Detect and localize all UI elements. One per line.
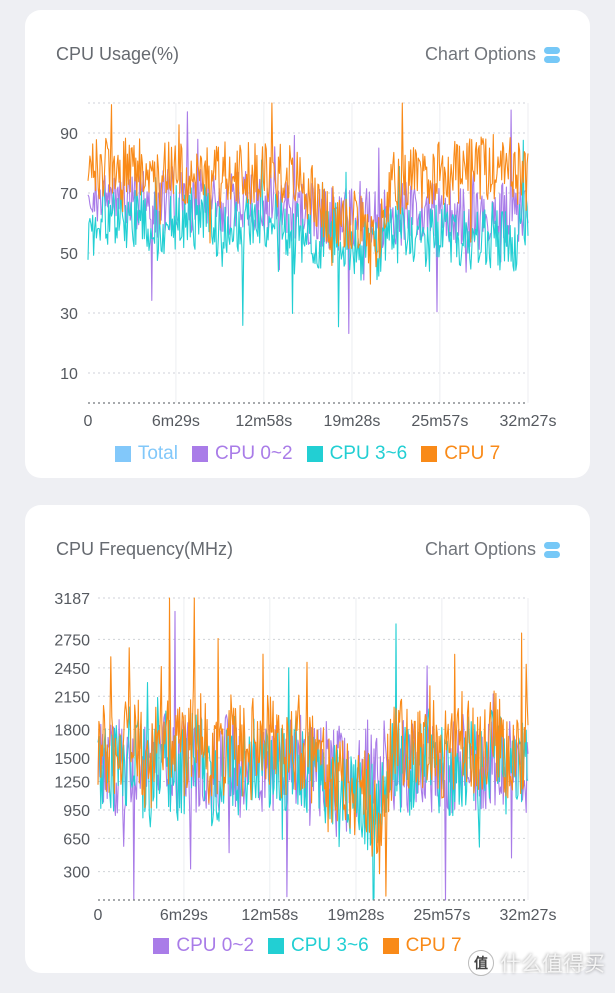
series-line-cpu-0-2: [87, 109, 529, 335]
x-tick-label: 32m27s: [500, 413, 557, 430]
y-tick-label: 300: [63, 865, 90, 882]
usage-chart-options-button[interactable]: Chart Options: [425, 44, 560, 65]
watermark-badge: 值: [468, 950, 494, 976]
series-line-cpu-7: [97, 597, 529, 897]
legend-label: Total: [137, 443, 178, 464]
x-tick-label: 12m58s: [241, 907, 298, 924]
legend-swatch: [421, 446, 438, 462]
y-tick-label: 1250: [54, 775, 90, 792]
legend-swatch: [268, 938, 285, 954]
y-tick-label: 2450: [54, 661, 90, 678]
legend-swatch: [114, 446, 131, 462]
legend-swatch: [153, 938, 170, 954]
legend-label: CPU 3~6: [291, 935, 369, 956]
y-tick-label: 1800: [54, 722, 90, 739]
x-tick-label: 0: [94, 907, 103, 924]
legend-item-cpu-7[interactable]: CPU 7: [421, 443, 500, 465]
y-tick-label: 650: [63, 831, 90, 848]
x-tick-label: 6m29s: [152, 413, 200, 430]
y-tick-label: 10: [60, 366, 78, 383]
cpu-usage-card: CPU Usage(%) Chart Options 10 30 50 70 90 0 6m…: [25, 10, 590, 478]
legend-label: CPU 3~6: [329, 443, 408, 464]
legend-label: CPU 0~2: [214, 443, 293, 464]
legend-item-cpu-3-6[interactable]: CPU 3~6: [306, 443, 408, 465]
x-tick-label: 32m27s: [500, 907, 557, 924]
toggle-pill-icon: [544, 46, 560, 63]
usage-legend: Total CPU 0~2 CPU 3~6 CPU 7: [25, 443, 590, 465]
toggle-pill-icon: [544, 541, 560, 558]
frequency-chart-options-button[interactable]: Chart Options: [425, 539, 560, 560]
legend-label: CPU 7: [444, 443, 501, 464]
frequency-chart-options-label: Chart Options: [424, 539, 536, 559]
legend-swatch: [191, 446, 208, 462]
series-line-cpu-3-6: [87, 139, 529, 328]
legend-item-cpu-0-2[interactable]: CPU 0~2: [153, 935, 254, 957]
y-tick-label: 90: [60, 126, 78, 143]
cpu-usage-chart: 10 30 50 70 90 0 6m29s 12m58s 19m28s 25m57s 32m27s: [60, 102, 557, 430]
y-tick-label: 2150: [54, 689, 90, 706]
usage-chart-options-label: Chart Options: [424, 44, 536, 64]
series-line-cpu-7: [87, 102, 529, 285]
x-tick-label: 25m57s: [413, 907, 470, 924]
x-tick-label: 6m29s: [160, 907, 208, 924]
y-tick-label: 1500: [54, 751, 90, 768]
y-tick-label: 30: [60, 306, 78, 323]
x-tick-label: 19m28s: [323, 413, 380, 430]
legend-item-total[interactable]: Total: [114, 443, 178, 465]
x-tick-label: 0: [84, 413, 93, 430]
watermark-text: 什么值得买: [500, 953, 605, 976]
x-tick-label: 25m57s: [411, 413, 468, 430]
x-tick-label: 19m28s: [327, 907, 384, 924]
legend-item-cpu-7[interactable]: CPU 7: [382, 935, 462, 957]
y-tick-label: 2750: [54, 632, 90, 649]
frequency-chart-title: CPU Frequency(MHz): [56, 539, 234, 559]
y-tick-label: 950: [63, 803, 90, 820]
series-line-cpu-3-6: [97, 623, 529, 901]
y-tick-label: 3187: [54, 591, 90, 608]
y-tick-label: 70: [60, 186, 78, 203]
y-tick-label: 50: [60, 246, 78, 263]
legend-swatch: [306, 446, 323, 462]
watermark: 值 什么值得买: [468, 948, 605, 978]
legend-item-cpu-0-2[interactable]: CPU 0~2: [191, 443, 293, 465]
frequency-legend: CPU 0~2 CPU 3~6 CPU 7: [25, 935, 590, 957]
legend-label: CPU 7: [405, 935, 462, 956]
legend-item-cpu-3-6[interactable]: CPU 3~6: [268, 935, 369, 957]
cpu-frequency-chart: 300 650 950 1250 1500 1800 2150 2450 2750 3187 0 6m…: [54, 591, 557, 924]
legend-swatch: [382, 938, 399, 954]
cpu-frequency-card: CPU Frequency(MHz) Chart Options 300 650 9…: [25, 505, 590, 973]
x-tick-label: 12m58s: [235, 413, 292, 430]
usage-chart-title: CPU Usage(%): [56, 44, 180, 64]
legend-label: CPU 0~2: [176, 935, 255, 956]
